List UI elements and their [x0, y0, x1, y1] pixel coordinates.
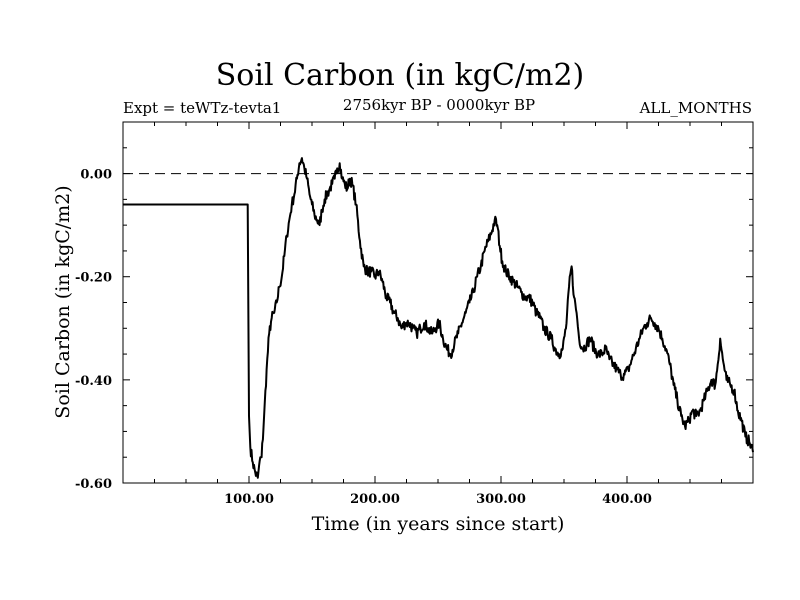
x-tick-label: 200.00 — [350, 492, 400, 507]
x-axis-label: Time (in years since start) — [311, 513, 565, 535]
y-axis-label: Soil Carbon (in kgC/m2) — [52, 185, 74, 419]
y-tick-labels: 0.00 -0.20 -0.40 -0.60 — [75, 168, 112, 492]
y-tick-label: 0.00 — [80, 168, 112, 183]
y-tick-label: -0.60 — [75, 477, 112, 492]
experiment-label: Expt = teWTz-tevta1 — [123, 99, 282, 117]
x-tick-labels: 100.00 200.00 300.00 400.00 — [224, 492, 652, 507]
y-tick-marks — [123, 121, 753, 484]
time-range-label: 2756kyr BP - 0000kyr BP — [342, 96, 536, 114]
months-label: ALL_MONTHS — [639, 99, 752, 117]
x-tick-label: 400.00 — [602, 492, 652, 507]
x-tick-label: 100.00 — [224, 492, 274, 507]
series-line-soil-carbon — [123, 157, 754, 479]
chart-title: Soil Carbon (in kgC/m2) — [215, 58, 585, 93]
plot-frame — [122, 121, 754, 484]
y-tick-label: -0.40 — [75, 374, 112, 389]
x-tick-label: 300.00 — [476, 492, 526, 507]
y-tick-label: -0.20 — [75, 271, 112, 286]
x-tick-marks — [154, 122, 722, 483]
